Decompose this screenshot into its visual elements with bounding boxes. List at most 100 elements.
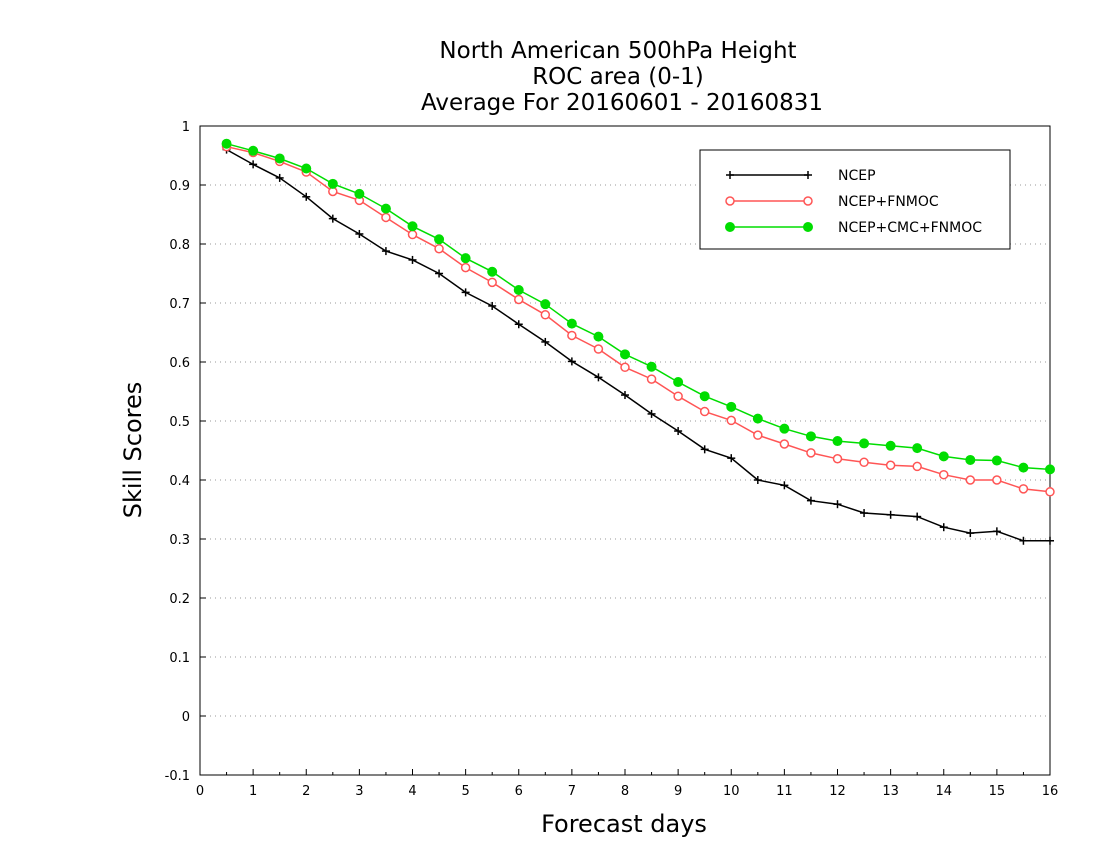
y-tick-label: 0.9 <box>169 179 190 194</box>
x-tick-label: 8 <box>621 784 629 799</box>
data-point-open-circle <box>965 475 976 485</box>
series-layer <box>221 138 1055 545</box>
x-tick-label: 11 <box>776 784 793 799</box>
data-point-filled-circle <box>593 331 604 342</box>
data-point-open-circle <box>460 262 471 273</box>
data-point-filled-circle <box>460 253 471 264</box>
data-point-open-circle <box>487 277 497 288</box>
data-point-plus <box>913 512 922 521</box>
data-point-plus <box>833 500 842 509</box>
data-point-open-circle <box>514 294 524 305</box>
data-point-plus <box>302 192 311 201</box>
data-point-filled-circle <box>725 222 735 232</box>
data-point-filled-circle <box>965 454 976 465</box>
data-point-plus <box>621 391 629 400</box>
legend-item: NCEP <box>726 168 876 184</box>
x-tick-label: 16 <box>1042 784 1059 799</box>
data-point-plus <box>753 476 762 484</box>
y-tick-label: 0.5 <box>169 415 190 430</box>
data-point-filled-circle <box>566 318 577 329</box>
data-point-open-circle <box>567 330 577 341</box>
data-point-open-circle <box>806 448 816 458</box>
data-point-plus <box>804 171 812 179</box>
data-point-plus <box>381 247 390 256</box>
data-point-plus <box>514 320 523 329</box>
y-tick-label: 0.1 <box>169 651 190 666</box>
x-tick-label: 12 <box>829 784 846 799</box>
data-point-plus <box>780 481 789 490</box>
y-tick-label: 0 <box>182 710 190 725</box>
data-point-plus <box>1046 536 1054 545</box>
x-tick-label: 13 <box>882 784 899 799</box>
data-point-filled-circle <box>779 423 790 434</box>
data-point-open-circle <box>803 196 813 206</box>
x-tick-label: 2 <box>302 784 310 799</box>
data-point-plus <box>726 171 734 179</box>
data-point-filled-circle <box>912 443 923 454</box>
data-point-open-circle <box>620 362 630 373</box>
y-tick-label: -0.1 <box>165 769 190 784</box>
y-tick-label: 0.4 <box>169 474 190 489</box>
title-line-1: North American 500hPa Height <box>439 38 796 64</box>
y-tick-label: 1 <box>182 120 190 135</box>
y-tick-label: 0.8 <box>169 238 190 253</box>
data-point-open-circle <box>939 469 949 480</box>
data-point-plus <box>939 523 948 532</box>
data-point-plus <box>674 427 683 436</box>
x-tick-label: 3 <box>355 784 363 799</box>
data-point-open-circle <box>885 460 896 470</box>
y-tick-label: 0.3 <box>169 533 190 548</box>
data-point-plus <box>275 173 284 182</box>
series-ncep <box>222 145 1054 545</box>
data-point-filled-circle <box>513 285 524 296</box>
x-axis-ticks: 0 1 2 3 4 5 6 7 8 9 10 11 12 13 14 15 16 <box>196 769 1058 799</box>
data-point-filled-circle <box>327 178 338 189</box>
data-point-filled-circle <box>540 299 551 310</box>
data-point-filled-circle <box>1018 462 1029 473</box>
data-point-plus <box>355 229 364 238</box>
data-point-plus <box>727 454 736 463</box>
data-point-open-circle <box>726 415 736 426</box>
data-point-filled-circle <box>673 377 684 388</box>
data-point-filled-circle <box>248 145 259 156</box>
chart-title: North American 500hPa Height ROC area (0… <box>421 38 823 116</box>
data-point-open-circle <box>540 310 551 320</box>
data-point-open-circle <box>753 430 763 440</box>
legend-item: NCEP+FNMOC <box>725 194 939 210</box>
data-point-filled-circle <box>434 234 445 245</box>
data-point-open-circle <box>699 406 710 417</box>
x-tick-label: 0 <box>196 784 204 799</box>
data-point-plus <box>647 409 656 418</box>
legend-label: NCEP+FNMOC <box>838 194 939 210</box>
data-point-open-circle <box>381 212 391 223</box>
data-point-plus <box>249 160 258 169</box>
data-point-plus <box>594 373 603 382</box>
data-point-filled-circle <box>699 391 710 402</box>
data-point-filled-circle <box>752 413 763 424</box>
data-point-open-circle <box>912 461 922 472</box>
data-point-plus <box>567 357 576 366</box>
x-tick-label: 4 <box>408 784 416 799</box>
data-point-filled-circle <box>938 451 949 462</box>
data-point-filled-circle <box>1045 464 1055 475</box>
data-point-open-circle <box>407 229 418 240</box>
data-point-plus <box>806 496 815 505</box>
y-axis-ticks: -0.1 0 0.1 0.2 0.3 0.4 0.5 0.6 0.7 0.8 0.9 1 <box>165 120 206 784</box>
data-point-filled-circle <box>274 153 285 164</box>
x-tick-label: 15 <box>989 784 1006 799</box>
series-line <box>226 148 1050 542</box>
x-tick-label: 7 <box>568 784 576 799</box>
data-point-open-circle <box>992 475 1002 485</box>
data-point-plus <box>461 288 470 297</box>
x-tick-label: 1 <box>249 784 257 799</box>
data-point-open-circle <box>673 391 683 401</box>
series-ncep-cmc-fnmoc <box>221 138 1055 475</box>
legend-item: NCEP+CMC+FNMOC <box>725 220 982 236</box>
data-point-plus <box>541 337 550 346</box>
x-tick-label: 6 <box>515 784 523 799</box>
data-point-plus <box>435 269 444 278</box>
data-point-filled-circle <box>803 222 813 232</box>
title-line-2: ROC area (0-1) <box>532 64 704 90</box>
data-point-filled-circle <box>646 361 657 372</box>
